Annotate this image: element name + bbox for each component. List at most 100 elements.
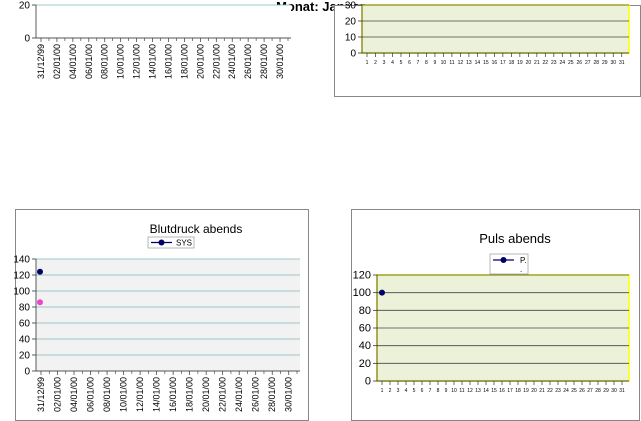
x-tick-label: 22 <box>547 388 553 394</box>
x-tick-label: 21 <box>539 388 545 394</box>
x-tick-label: 23 <box>551 60 557 66</box>
x-tick-label: 3 <box>383 60 386 66</box>
x-tick-label: 12 <box>467 388 473 394</box>
x-tick-label: 18/01/00 <box>185 377 195 412</box>
chart-title: Blutdruck abends <box>150 222 243 236</box>
x-tick-label: 06/01/00 <box>86 377 96 412</box>
x-tick-label: 5 <box>413 388 416 394</box>
x-tick-label: 23 <box>555 388 561 394</box>
x-tick-label: 30 <box>611 388 617 394</box>
x-tick-label: 6 <box>421 388 424 394</box>
x-tick-label: 18/01/00 <box>179 44 189 79</box>
x-tick-label: 21 <box>534 60 540 66</box>
x-tick-label: 06/01/00 <box>84 44 94 79</box>
x-tick-label: 25 <box>568 60 574 66</box>
x-tick-label: 29 <box>602 60 608 66</box>
x-tick-label: 31 <box>619 388 625 394</box>
x-tick-label: 26/01/00 <box>243 44 253 79</box>
x-tick-label: 2 <box>389 388 392 394</box>
x-tick-label: 02/01/00 <box>52 44 62 79</box>
y-tick-label: 100 <box>353 287 371 299</box>
x-tick-label: 16/01/00 <box>163 44 173 79</box>
x-tick-label: 12 <box>458 60 464 66</box>
x-tick-label: 29 <box>603 388 609 394</box>
legend-marker <box>500 257 507 263</box>
chart-title: Puls abends <box>479 231 551 246</box>
legend-label: SYS <box>176 239 192 248</box>
x-tick-label: 1 <box>381 388 384 394</box>
x-tick-label: 13 <box>475 388 481 394</box>
x-tick-label: 16 <box>492 60 498 66</box>
x-tick-label: 20/01/00 <box>201 377 211 412</box>
plot-area <box>36 5 291 38</box>
legend-marker <box>158 239 165 246</box>
y-tick-label: 20 <box>345 17 357 28</box>
x-tick-label: 10 <box>451 388 457 394</box>
y-tick-label: 60 <box>19 319 31 330</box>
x-tick-label: 26 <box>579 388 585 394</box>
y-tick-label: 30 <box>345 1 357 12</box>
x-tick-label: 17 <box>500 60 506 66</box>
y-tick-label: 0 <box>350 49 356 60</box>
x-tick-label: 04/01/00 <box>68 44 78 79</box>
x-tick-label: 14 <box>483 388 489 394</box>
x-tick-label: 10/01/00 <box>116 44 126 79</box>
x-tick-label: 13 <box>466 60 472 66</box>
y-tick-label: 120 <box>353 270 371 282</box>
x-tick-label: 12/01/00 <box>135 377 145 412</box>
y-tick-label: 120 <box>13 271 30 282</box>
y-tick-label: 140 <box>13 255 30 266</box>
y-tick-label: 0 <box>24 367 30 378</box>
x-tick-label: 8 <box>425 60 428 66</box>
y-tick-label: 0 <box>365 376 371 388</box>
x-tick-label: 20 <box>531 388 537 394</box>
y-tick-label: 80 <box>19 303 31 314</box>
x-tick-label: 3 <box>397 388 400 394</box>
plot-area <box>36 259 300 371</box>
x-tick-label: 10/01/00 <box>119 377 129 412</box>
y-tick-label: 40 <box>359 340 371 352</box>
x-tick-label: 02/01/00 <box>53 377 63 412</box>
y-tick-label: 10 <box>345 33 357 44</box>
x-tick-label: 04/01/00 <box>69 377 79 412</box>
y-tick-label: 100 <box>13 287 30 298</box>
legend-label: P. <box>520 256 527 265</box>
x-tick-label: 28/01/00 <box>259 44 269 79</box>
x-tick-label: 11 <box>449 60 454 66</box>
x-tick-label: 28 <box>593 60 599 66</box>
x-tick-label: 15 <box>483 60 489 66</box>
x-tick-label: 28/01/00 <box>267 377 277 412</box>
x-tick-label: 14 <box>475 60 481 66</box>
x-tick-label: 14/01/00 <box>152 377 162 412</box>
x-tick-label: 12/01/00 <box>132 44 142 79</box>
x-tick-label: 10 <box>441 60 447 66</box>
x-tick-label: 24 <box>563 388 569 394</box>
x-tick-label: 08/01/00 <box>102 377 112 412</box>
x-tick-label: 30/01/00 <box>284 377 294 412</box>
x-tick-label: 26 <box>577 60 583 66</box>
y-tick-label: 40 <box>19 335 31 346</box>
x-tick-label: 24/01/00 <box>227 44 237 79</box>
data-point <box>37 268 43 275</box>
x-tick-label: 5 <box>400 60 403 66</box>
x-tick-label: 25 <box>571 388 577 394</box>
x-tick-label: 8 <box>437 388 440 394</box>
x-tick-label: 9 <box>445 388 448 394</box>
x-tick-label: 31/12/99 <box>36 377 46 412</box>
x-tick-label: 15 <box>491 388 497 394</box>
x-tick-label: 7 <box>417 60 420 66</box>
x-tick-label: 08/01/00 <box>100 44 110 79</box>
y-tick-label: 80 <box>359 305 371 317</box>
x-tick-label: 4 <box>391 60 394 66</box>
y-tick-label: 20 <box>359 358 371 370</box>
x-tick-label: 19 <box>523 388 529 394</box>
x-tick-label: 31/12/99 <box>36 44 46 79</box>
x-tick-label: 30/01/00 <box>275 44 285 79</box>
legend-box <box>489 253 529 275</box>
x-tick-label: 28 <box>595 388 601 394</box>
x-tick-label: 6 <box>408 60 411 66</box>
x-tick-label: 17 <box>507 388 513 394</box>
x-tick-label: 20/01/00 <box>195 44 205 79</box>
x-tick-label: 20 <box>526 60 532 66</box>
x-tick-label: 27 <box>585 60 591 66</box>
